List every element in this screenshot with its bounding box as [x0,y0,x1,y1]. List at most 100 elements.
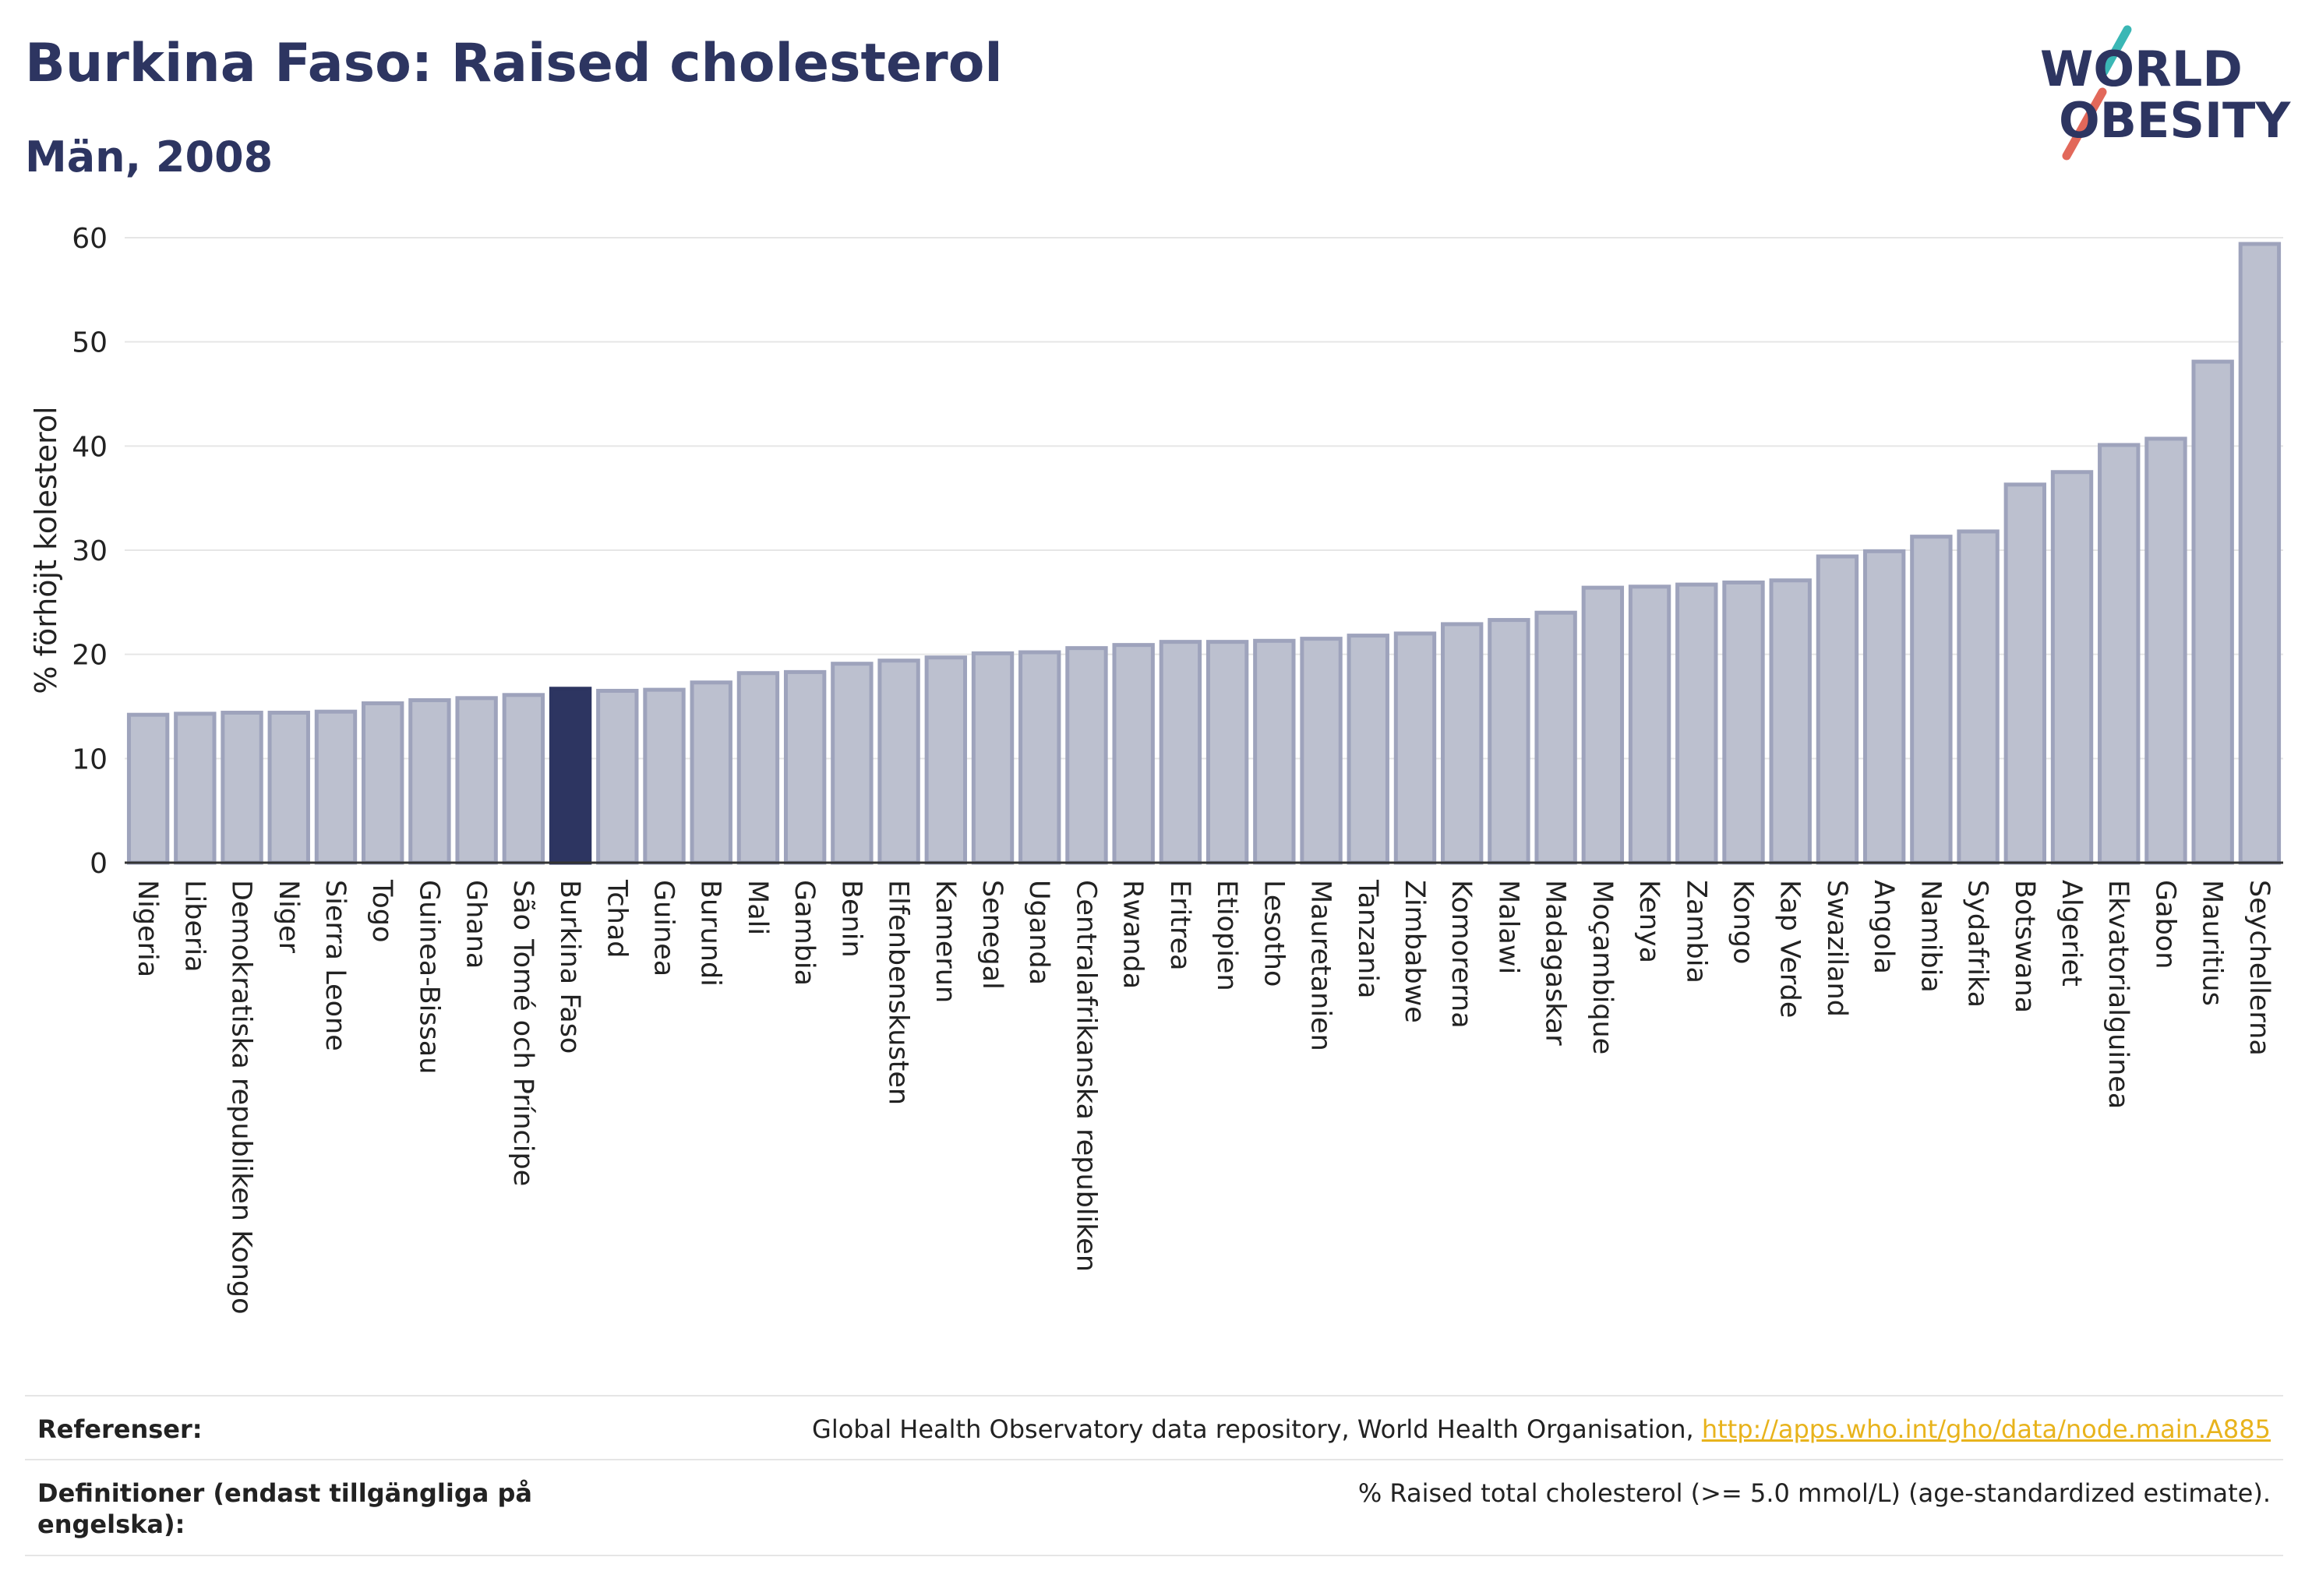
bar [1534,610,1577,865]
x-category-label: Sierra Leone [319,880,351,1051]
x-category-label: Zambia [1680,880,1711,983]
y-tick-label: 20 [72,640,108,672]
bar [267,711,310,865]
x-category-label: Mali [742,880,773,935]
x-category-label: Swaziland [1821,880,1852,1017]
references-label: Referenser: [37,1414,203,1444]
y-tick-label: 60 [72,223,108,255]
bar [1393,631,1437,865]
bar [221,711,263,865]
x-category-label: Guinea [648,880,679,976]
references-link[interactable]: http://apps.who.int/gho/data/node.main.A… [1701,1414,2271,1444]
x-category-label: Burundi [695,880,726,987]
bar [1675,582,1718,865]
definitions-value: % Raised total cholesterol (>= 5.0 mmol/… [1357,1478,2271,1508]
bar [2144,436,2187,865]
bar [314,709,358,865]
footer-bottom-divider [25,1555,2283,1556]
bar [831,662,874,865]
definitions-label: Definitioner (endast tillgängliga på eng… [37,1478,532,1539]
bar [971,651,1015,865]
bar [1300,637,1343,865]
x-category-label: Tchad [601,879,632,959]
x-category-label: Kap Verde [1774,880,1806,1018]
bar [1347,634,1389,865]
bar-highlighted [549,687,592,865]
bar [174,711,217,865]
bar [1253,638,1296,865]
x-category-label: Ghana [461,880,492,969]
bar [1628,584,1671,865]
x-category-label: Komorerna [1445,880,1477,1029]
x-category-label: Algeriet [2056,880,2087,987]
bar [2238,242,2282,865]
bar [924,655,967,865]
y-axis-ticks: 0 10 20 30 40 50 60 [72,223,108,880]
x-category-label: Mauritius [2197,880,2228,1006]
bar [1957,529,2000,865]
x-category-label: Moçambique [1587,880,1618,1054]
x-category-label: Ekvatorialguinea [2102,880,2134,1109]
x-category-label: Lesotho [1258,880,1289,987]
y-tick-label: 40 [72,431,108,463]
x-category-label: Malawi [1492,880,1523,974]
y-tick-label: 0 [90,848,108,880]
bar [1065,646,1108,865]
x-category-label: Liberia [178,880,210,973]
bar [2003,482,2046,865]
x-category-label: Demokratiska republiken Kongo [226,880,257,1315]
x-category-label: Zimbabwe [1399,880,1430,1023]
x-category-label: Uganda [1023,880,1054,985]
x-category-label: Rwanda [1117,880,1149,989]
x-category-label: Etiopien [1211,880,1242,991]
bar [455,696,498,865]
world-obesity-logo: WORLD OBESITY [2040,25,2291,161]
bar [1816,554,1859,865]
x-category-label: Kenya [1633,880,1664,963]
bar [2050,470,2094,865]
x-category-label: Gambia [789,880,820,986]
x-category-label: Eritrea [1164,880,1195,971]
bar [736,671,780,865]
x-category-label: Niger [273,880,304,954]
bar [126,712,170,865]
x-category-label: Centralafrikanska republiken [1070,880,1101,1272]
logo-red-stroke [2062,87,2107,161]
bar [1581,585,1625,865]
bar [783,669,827,865]
bar [643,687,686,865]
x-category-label: Guinea-Bissau [413,880,444,1074]
bar [1441,622,1484,865]
x-category-label: Elfenbenskusten [883,880,914,1105]
x-category-label: Madagaskar [1540,880,1571,1046]
bar [1205,640,1249,865]
bar [1769,578,1812,865]
x-category-label: Mauretanien [1305,880,1336,1051]
y-tick-label: 50 [72,327,108,359]
bar [1910,535,1953,865]
x-category-label: Nigeria [132,880,163,977]
x-category-label: Tanzania [1352,879,1383,998]
bar [408,697,451,865]
x-category-label: Togo [366,879,397,942]
bar [877,659,920,865]
chart-subtitle: Män, 2008 [25,132,274,182]
bar [1159,640,1202,865]
logo-line1: WORLD [2040,41,2243,97]
y-tick-label: 30 [72,535,108,567]
definitions-row: Definitioner (endast tillgängliga på eng… [25,1459,2283,1555]
bar [1112,643,1155,865]
x-category-label: Kamerun [930,880,961,1003]
x-category-label: Benin [835,880,867,958]
bar [690,680,732,865]
x-category-label: Sydafrika [1962,880,1993,1008]
bar [1862,549,1906,865]
logo-line2: OBESITY [2059,92,2291,149]
bar [1488,618,1530,865]
y-tick-label: 10 [72,743,108,775]
references-row: Referenser: Global Health Observatory da… [25,1395,2283,1460]
bar [596,688,639,865]
bar-chart: 0 10 20 30 40 50 60 Nigeria Liberia Demokratiska… [29,223,2283,1315]
x-category-label: Gabon [2149,880,2180,969]
logo-teal-stroke [2099,25,2132,76]
